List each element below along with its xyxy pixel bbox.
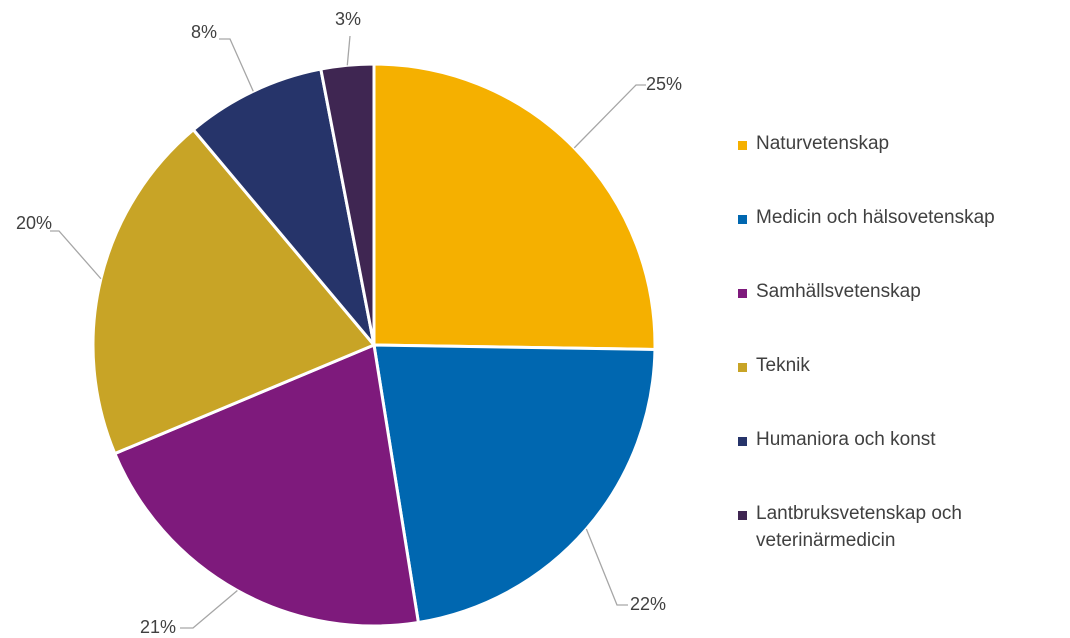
leader-line-naturvetenskap: [573, 84, 646, 149]
pie-slice-teknik: [91, 128, 376, 456]
legend-item-samhallsvetenskap: Samhällsvetenskap: [738, 278, 1068, 352]
legend-label-humaniora: Humaniora och konst: [756, 429, 936, 450]
legend-swatch-naturvetenskap: [738, 141, 747, 150]
leader-line-medicin: [585, 528, 628, 606]
pie-slice-medicin: [372, 343, 657, 624]
leader-line-humaniora: [219, 38, 254, 92]
data-label-medicin: 22%: [630, 594, 666, 614]
legend-swatch-medicin: [738, 215, 747, 224]
pie-slice-naturvetenskap: [372, 62, 657, 351]
pie-slice-humaniora: [191, 67, 376, 347]
legend-label-teknik: Teknik: [756, 355, 810, 376]
leader-line-lantbruk: [346, 35, 351, 66]
legend-item-teknik: Teknik: [738, 352, 1068, 426]
legend-swatch-lantbruk: [738, 511, 747, 520]
legend-label-samhallsvetenskap: Samhällsvetenskap: [756, 281, 921, 302]
legend-label-medicin: Medicin och hälsovetenskap: [756, 207, 995, 228]
leader-line-samhallsvetenskap: [180, 590, 238, 629]
legend-swatch-humaniora: [738, 437, 747, 446]
legend-label-lantbruk: Lantbruksvetenskap och veterinärmedicin: [756, 503, 962, 551]
data-label-samhallsvetenskap: 21%: [140, 617, 176, 637]
pie-slice-samhallsvetenskap: [113, 343, 420, 628]
data-label-naturvetenskap: 25%: [646, 74, 682, 94]
legend-swatch-teknik: [738, 363, 747, 372]
legend-item-humaniora: Humaniora och konst: [738, 426, 1068, 500]
legend-label-naturvetenskap: Naturvetenskap: [756, 133, 890, 154]
data-label-teknik: 20%: [16, 213, 52, 233]
legend-item-medicin: Medicin och hälsovetenskap: [738, 204, 1068, 278]
data-label-lantbruk: 3%: [335, 9, 361, 29]
legend-swatch-samhallsvetenskap: [738, 289, 747, 298]
legend-item-lantbruk: Lantbruksvetenskap och veterinärmedicin: [738, 500, 1068, 574]
leader-line-teknik: [50, 230, 102, 280]
data-label-humaniora: 8%: [191, 22, 217, 42]
legend: Naturvetenskap Medicin och hälsovetenska…: [738, 130, 1068, 574]
legend-item-naturvetenskap: Naturvetenskap: [738, 130, 1068, 204]
